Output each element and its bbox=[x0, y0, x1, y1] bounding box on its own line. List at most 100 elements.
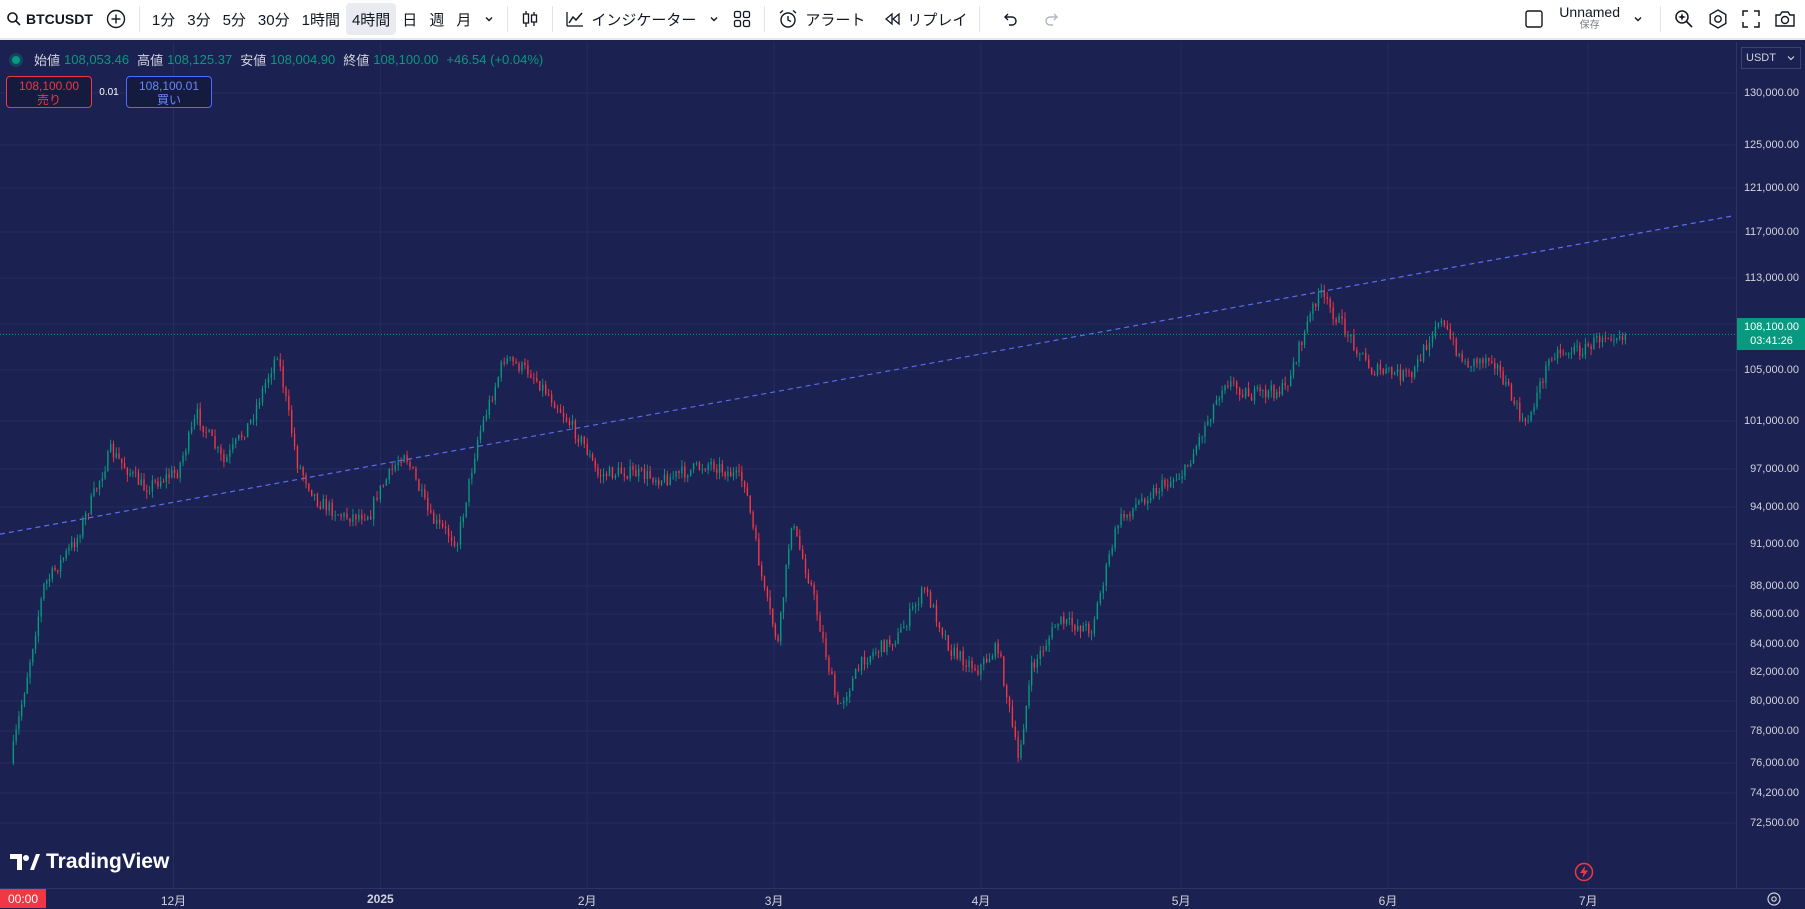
chevron-down-icon bbox=[1786, 53, 1796, 63]
quick-search-button[interactable] bbox=[1667, 3, 1701, 35]
candle-body bbox=[1452, 338, 1454, 340]
candle-body bbox=[73, 542, 76, 547]
candle-body bbox=[611, 467, 614, 478]
candle-body bbox=[1470, 366, 1472, 368]
candle-body bbox=[1289, 375, 1292, 387]
candle-body bbox=[1565, 353, 1567, 355]
replay-button[interactable]: リプレイ bbox=[877, 3, 973, 35]
time-cursor-label: 00:00 bbox=[0, 889, 46, 908]
screenshot-button[interactable] bbox=[1767, 3, 1803, 35]
interval-dropdown-button[interactable] bbox=[477, 3, 501, 35]
fullscreen-button[interactable] bbox=[1735, 3, 1767, 35]
tradingview-logo[interactable]: TradingView bbox=[10, 850, 169, 874]
candle-body bbox=[243, 437, 246, 438]
compare-button[interactable] bbox=[99, 3, 133, 35]
price-axis[interactable]: USDT 130,000.00 125,000.00 121,000.00 117,0… bbox=[1736, 42, 1805, 888]
candle-body bbox=[288, 395, 290, 411]
chevron-down-icon bbox=[1632, 13, 1644, 25]
interval-1h-button[interactable]: 1時間 bbox=[301, 11, 340, 29]
price-tick-label: 94,000.00 bbox=[1750, 501, 1799, 513]
candle-body bbox=[741, 471, 743, 481]
redo-button[interactable] bbox=[1038, 3, 1068, 35]
interval-5m-button[interactable]: 5分 bbox=[222, 11, 246, 29]
candle-body bbox=[468, 478, 470, 503]
interval-4h-button[interactable]: 4時間 bbox=[345, 3, 397, 35]
candle-body bbox=[71, 542, 73, 548]
time-axis[interactable]: 00:00 12月 2025 2月 3月 4月 5月 6月 7月 bbox=[0, 888, 1805, 908]
candle-body bbox=[1610, 338, 1612, 341]
time-tick-label: 7月 bbox=[1578, 894, 1598, 908]
interval-1m-button[interactable]: 1分 bbox=[151, 11, 176, 29]
candle-body bbox=[760, 565, 763, 577]
price-tick-label: 101,000.00 bbox=[1743, 415, 1799, 427]
candle-body bbox=[12, 741, 15, 763]
candle-body bbox=[807, 573, 810, 583]
price-chart[interactable] bbox=[0, 42, 1735, 888]
open-value: 108,053.46 bbox=[64, 52, 130, 67]
candle-body bbox=[758, 538, 760, 566]
indicators-button[interactable]: インジケーター bbox=[559, 3, 702, 35]
candle-body bbox=[1292, 362, 1295, 376]
alert-button[interactable]: アラート bbox=[771, 3, 871, 35]
candle-body bbox=[173, 470, 176, 473]
candle-body bbox=[1464, 360, 1466, 362]
undo-button[interactable] bbox=[994, 3, 1024, 35]
templates-button[interactable] bbox=[726, 3, 758, 35]
buy-button[interactable]: 108,100.01 買い bbox=[126, 76, 212, 108]
candle-body bbox=[1003, 656, 1005, 686]
candle-body bbox=[991, 656, 994, 659]
candle-body bbox=[273, 359, 276, 374]
candle-body bbox=[1065, 619, 1068, 624]
candle-body bbox=[1189, 463, 1192, 467]
interval-3m-button[interactable]: 3分 bbox=[187, 11, 211, 29]
candle-body bbox=[252, 419, 255, 421]
chart-pane[interactable]: 始値 108,053.46 高値 108,125.37 安値 108,004.90 終… bbox=[0, 42, 1735, 888]
candle-body bbox=[1138, 500, 1140, 505]
candle-body bbox=[1209, 419, 1212, 422]
settings-button[interactable] bbox=[1701, 3, 1735, 35]
candle-body bbox=[18, 716, 20, 730]
candle-body bbox=[1195, 446, 1198, 454]
candle-body bbox=[1054, 627, 1056, 628]
symbol-search-button[interactable]: BTCUSDT bbox=[0, 3, 99, 35]
candle-body bbox=[1502, 371, 1504, 385]
flash-icon[interactable] bbox=[1574, 862, 1594, 882]
candle-body bbox=[698, 462, 701, 470]
open-label: 始値 bbox=[34, 53, 61, 68]
chart-type-button[interactable] bbox=[514, 3, 546, 35]
axis-settings-gear-icon[interactable] bbox=[1766, 891, 1782, 907]
trendline-dashed[interactable] bbox=[0, 214, 1735, 535]
sell-button[interactable]: 108,100.00 売り bbox=[6, 76, 92, 108]
last-price-label: 108,100.00 03:41:26 bbox=[1737, 318, 1805, 351]
candle-body bbox=[1467, 360, 1469, 368]
save-status: 保存 bbox=[1579, 20, 1600, 31]
candle-body bbox=[749, 495, 751, 513]
candle-body bbox=[1556, 349, 1559, 359]
candle-body bbox=[438, 519, 441, 524]
interval-1w-button[interactable]: 週 bbox=[429, 11, 445, 29]
candle-body bbox=[658, 480, 660, 485]
candle-body bbox=[1385, 368, 1387, 374]
interval-1mo-button[interactable]: 月 bbox=[456, 11, 472, 29]
trendline[interactable] bbox=[0, 214, 1735, 535]
interval-30m-button[interactable]: 30分 bbox=[257, 11, 290, 29]
candle-body bbox=[1071, 617, 1073, 626]
candle-body bbox=[154, 480, 156, 482]
layout-button[interactable]: Unnamed 保存 bbox=[1517, 3, 1650, 35]
candle-body bbox=[193, 419, 196, 427]
market-status-icon[interactable] bbox=[12, 55, 20, 64]
candle-body bbox=[1443, 320, 1446, 326]
candle-body bbox=[146, 490, 148, 492]
candle-body bbox=[889, 639, 891, 645]
indicators-dropdown-button[interactable] bbox=[702, 3, 726, 35]
interval-1d-button[interactable]: 日 bbox=[402, 11, 418, 29]
candle-body bbox=[249, 419, 252, 424]
layout-name: Unnamed bbox=[1559, 4, 1620, 20]
candle-body bbox=[1353, 334, 1355, 350]
candle-body bbox=[1576, 345, 1578, 347]
currency-selector[interactable]: USDT bbox=[1741, 47, 1801, 69]
candle-body bbox=[15, 729, 17, 742]
candle-body bbox=[1264, 389, 1267, 397]
candle-body bbox=[727, 471, 729, 477]
price-tick-label: 88,000.00 bbox=[1750, 580, 1799, 592]
